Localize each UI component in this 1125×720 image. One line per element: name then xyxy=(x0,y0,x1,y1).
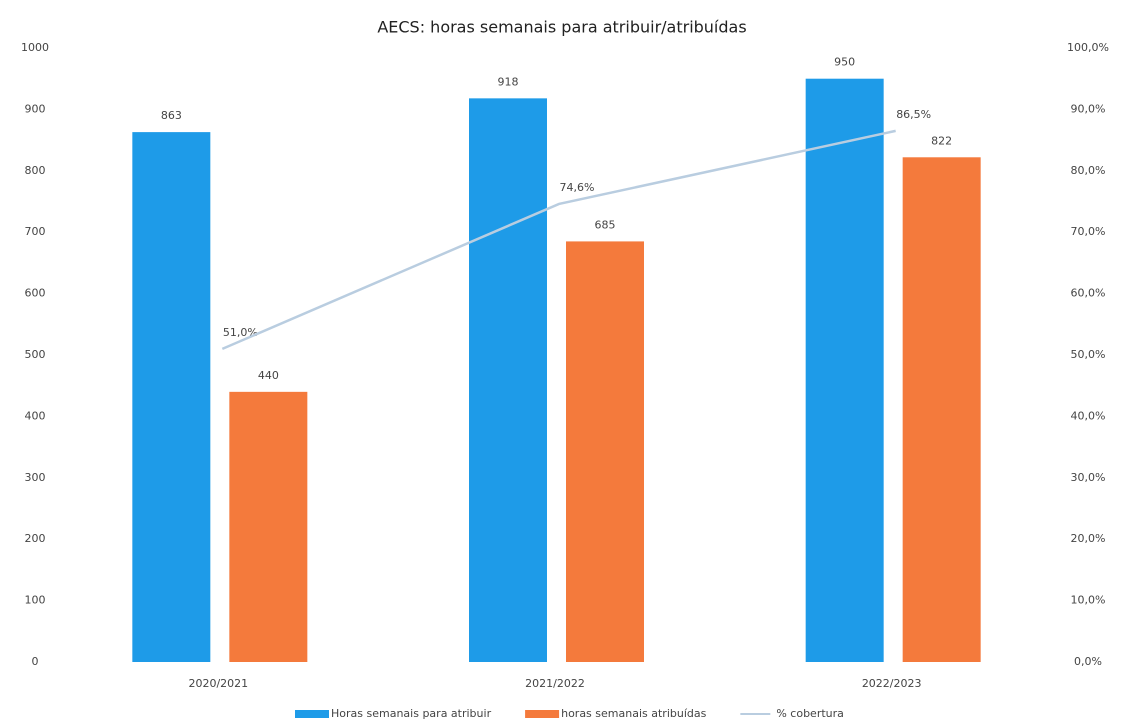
data-label: 440 xyxy=(258,369,279,382)
data-label: 863 xyxy=(161,109,182,122)
x-tick-label: 2020/2021 xyxy=(188,677,248,690)
data-label: 86,5% xyxy=(896,108,931,121)
bar xyxy=(566,241,644,662)
bar xyxy=(229,391,308,662)
y-tick-label: 300 xyxy=(25,471,46,484)
y2-tick-label: 0,0% xyxy=(1074,655,1102,668)
y-tick-label: 900 xyxy=(25,102,46,115)
y2-tick-label: 90,0% xyxy=(1071,102,1106,115)
y2-tick-label: 80,0% xyxy=(1071,164,1106,177)
bar xyxy=(132,132,211,663)
x-tick-label: 2021/2022 xyxy=(525,677,585,690)
y2-tick-label: 30,0% xyxy=(1071,471,1106,484)
y-tick-label: 600 xyxy=(25,287,46,300)
legend-label: % cobertura xyxy=(776,707,844,720)
y-tick-label: 400 xyxy=(25,409,46,422)
legend-label: horas semanais atribuídas xyxy=(561,707,707,720)
legend-swatch xyxy=(525,710,560,718)
bar xyxy=(805,78,884,662)
y2-tick-label: 10,0% xyxy=(1071,594,1106,607)
y-tick-label: 800 xyxy=(25,164,46,177)
data-label: 51,0% xyxy=(223,326,258,339)
legend-label: Horas semanais para atribuir xyxy=(331,707,492,720)
y2-tick-label: 100,0% xyxy=(1067,41,1109,54)
line xyxy=(221,129,896,351)
y-tick-label: 500 xyxy=(25,348,46,361)
y2-tick-label: 20,0% xyxy=(1071,532,1106,545)
y2-tick-label: 50,0% xyxy=(1071,348,1106,361)
x-tick-label: 2022/2023 xyxy=(862,677,922,690)
y-tick-label: 0 xyxy=(32,655,39,668)
data-label: 685 xyxy=(595,218,616,231)
y-tick-label: 700 xyxy=(25,225,46,238)
y2-tick-label: 40,0% xyxy=(1071,409,1106,422)
data-label: 74,6% xyxy=(560,181,595,194)
y2-tick-label: 70,0% xyxy=(1071,225,1106,238)
chart-title: AECS: horas semanais para atribuir/atrib… xyxy=(377,18,746,37)
y-tick-label: 100 xyxy=(25,594,46,607)
bar xyxy=(902,157,981,663)
data-label: 822 xyxy=(931,134,952,147)
y-tick-label: 1000 xyxy=(21,41,49,54)
data-label: 950 xyxy=(834,56,855,69)
y2-tick-label: 60,0% xyxy=(1071,287,1106,300)
bar xyxy=(469,98,547,662)
legend-swatch xyxy=(295,710,329,718)
data-label: 918 xyxy=(498,75,519,88)
y-tick-label: 200 xyxy=(25,532,46,545)
